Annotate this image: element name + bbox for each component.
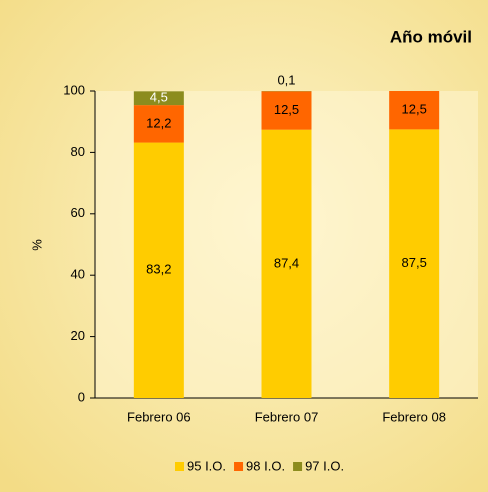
x-tick-label: Febrero 07 xyxy=(255,409,319,424)
data-label: 83,2 xyxy=(146,262,171,277)
y-tick-label: 20 xyxy=(71,328,85,343)
x-tick-label: Febrero 08 xyxy=(382,409,446,424)
legend-label: 97 I.O. xyxy=(305,458,344,473)
bar-segment xyxy=(389,129,440,398)
y-tick-label: 80 xyxy=(71,144,85,159)
bar-segment xyxy=(261,129,312,398)
legend-swatch xyxy=(234,462,244,471)
data-label: 87,5 xyxy=(402,255,427,270)
data-label: 87,4 xyxy=(274,255,299,270)
legend-swatch xyxy=(175,462,184,471)
bar-segment xyxy=(133,91,184,106)
data-label: 4,5 xyxy=(150,90,168,105)
data-label: 12,2 xyxy=(146,115,171,130)
bar-segment xyxy=(261,91,312,130)
data-label: 12,5 xyxy=(274,102,299,117)
y-tick-label: 40 xyxy=(71,267,85,282)
y-axis-label: % xyxy=(29,239,44,251)
x-tick-label: Febrero 06 xyxy=(127,409,191,424)
data-label: 12,5 xyxy=(402,102,427,117)
legend-label: 98 I.O. xyxy=(246,458,285,473)
y-tick-label: 100 xyxy=(63,82,85,97)
data-label: 0,1 xyxy=(277,72,295,87)
legend-swatch xyxy=(293,462,303,471)
y-tick-label: 60 xyxy=(71,205,85,220)
legend-label: 95 I.O. xyxy=(187,458,226,473)
y-tick-label: 0 xyxy=(78,389,85,404)
bar-segment xyxy=(133,105,184,143)
bar-segment xyxy=(389,91,440,130)
chart-title: Año móvil xyxy=(390,27,472,46)
bar-segment xyxy=(133,142,184,398)
